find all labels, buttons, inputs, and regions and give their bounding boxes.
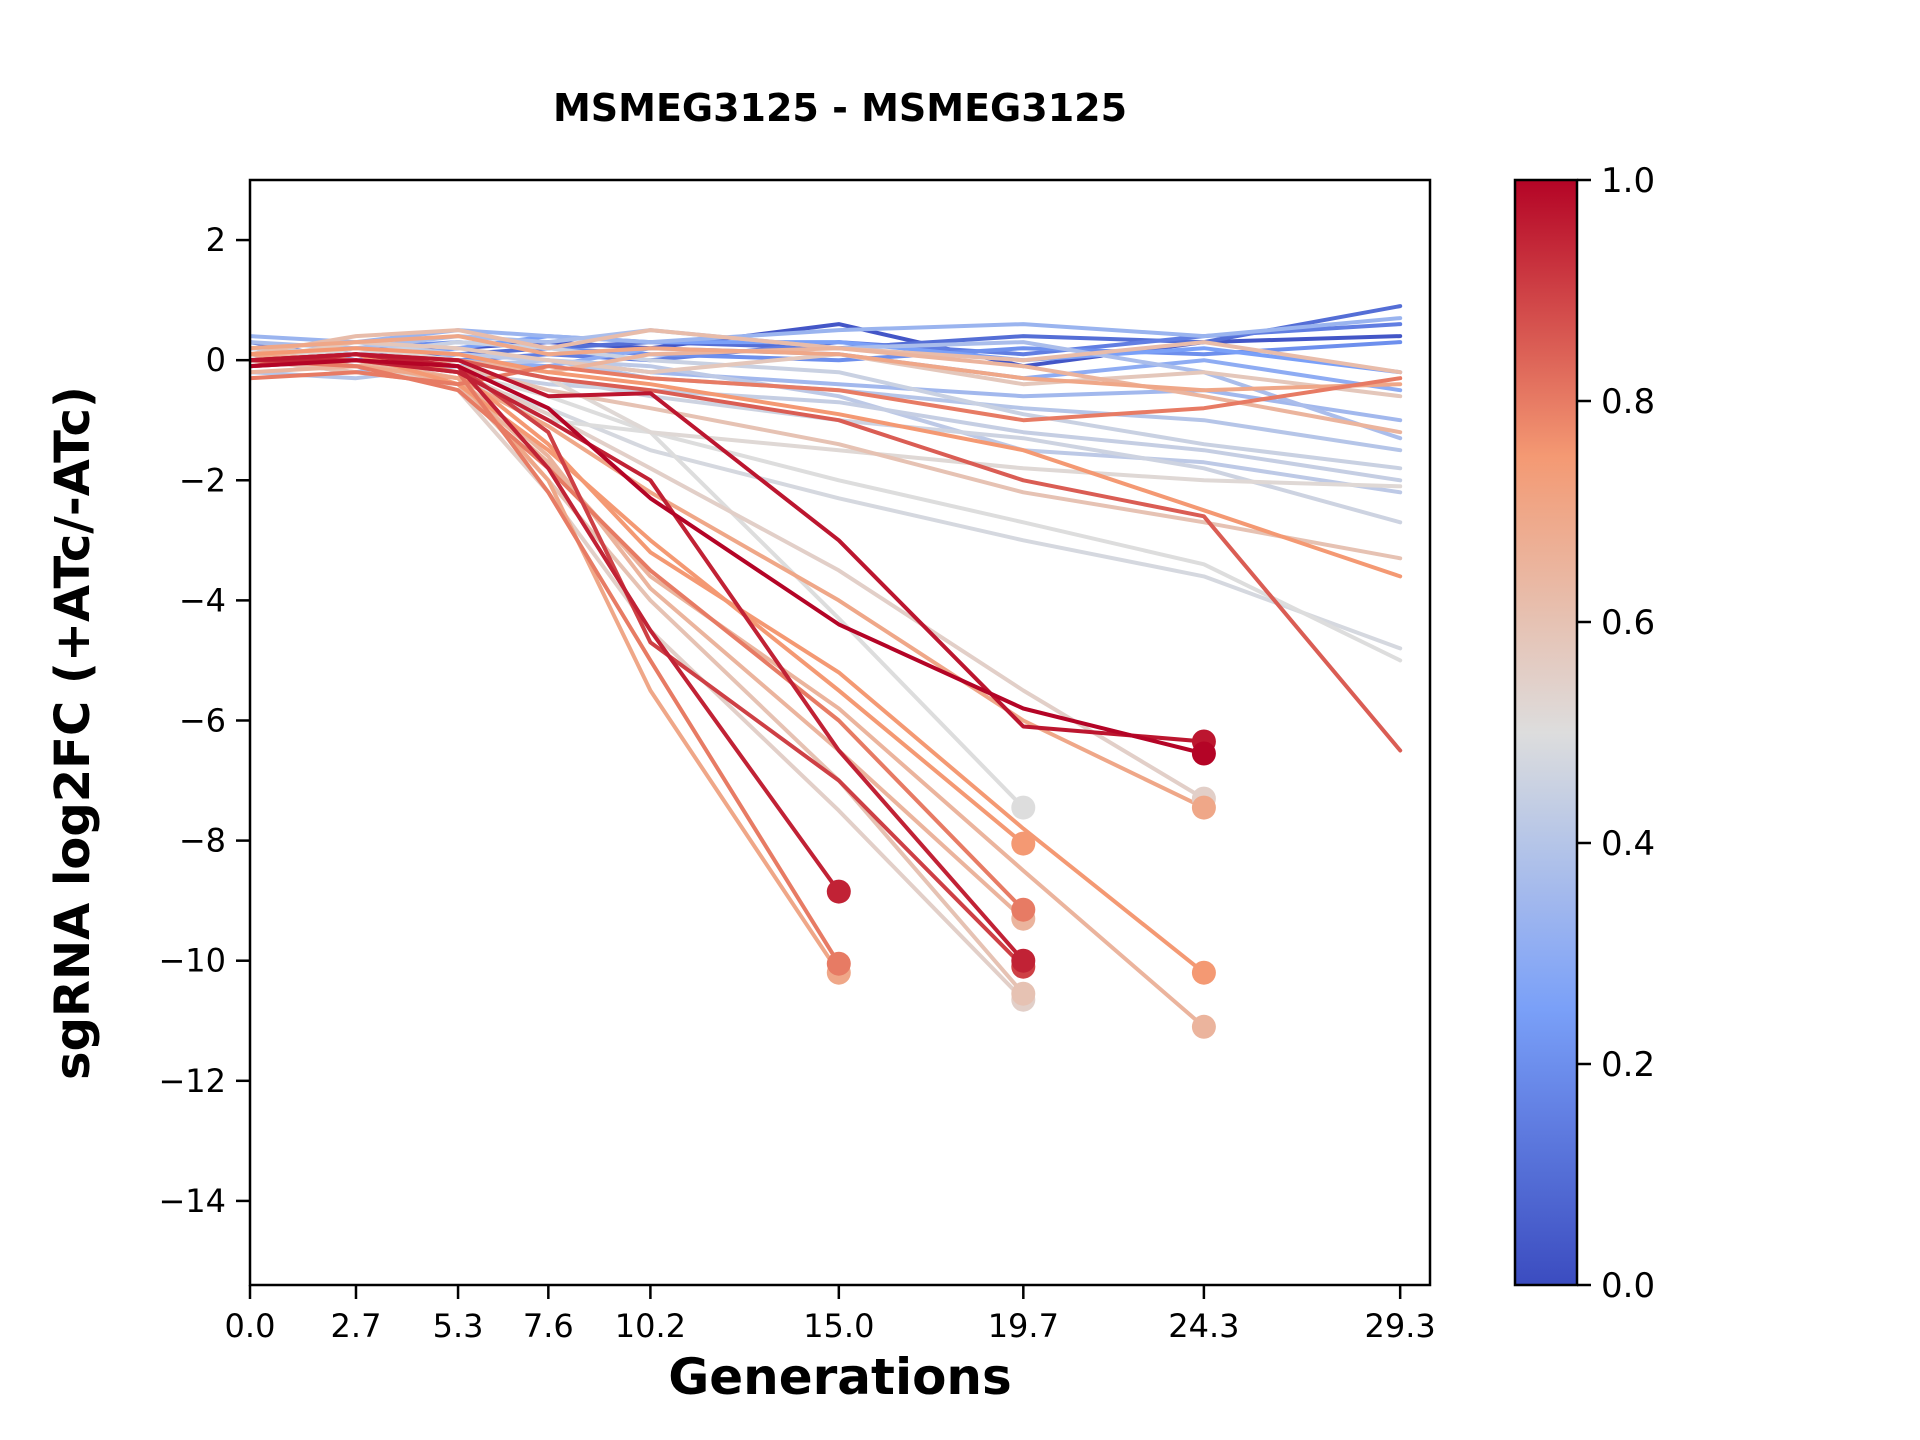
line-series: [250, 364, 1403, 423]
chart-title: MSMEG3125 - MSMEG3125: [552, 86, 1128, 130]
data-point-marker: [1011, 948, 1036, 973]
colorbar-gradient: [1515, 180, 1577, 1285]
y-tick-label: −4: [179, 581, 226, 619]
colorbar-tick-label: 0.2: [1601, 1045, 1655, 1085]
data-point-marker: [1011, 831, 1036, 856]
y-tick-label: −10: [158, 942, 226, 980]
line-series: [250, 352, 1026, 810]
y-tick-label: −12: [158, 1062, 226, 1100]
y-tick-label: −6: [179, 701, 226, 739]
data-point-marker: [1011, 981, 1036, 1006]
line-series: [250, 358, 1206, 1029]
line-series: [250, 358, 1206, 756]
colorbar-tick-label: 0.6: [1601, 603, 1655, 643]
line-series: [250, 352, 1026, 1002]
y-tick-label: −2: [179, 461, 226, 499]
line-series: [250, 358, 1206, 801]
data-point-marker: [826, 879, 851, 904]
x-axis-label: Generations: [668, 1348, 1012, 1406]
y-axis-ticks: 2 0 −2 −4 −6 −8 −10 −12 −14: [158, 221, 250, 1220]
x-axis-ticks: 0.0 2.7 5.3 7.6 10.2 15.0 19.7 24.3 29.3: [225, 1285, 1436, 1345]
line-series: [250, 334, 1403, 393]
x-tick-label: 29.3: [1365, 1307, 1436, 1345]
colorbar-tick-label: 0.8: [1601, 382, 1655, 422]
colorbar-tick-label: 0.0: [1601, 1266, 1655, 1306]
x-tick-label: 10.2: [615, 1307, 686, 1345]
x-tick-label: 24.3: [1168, 1307, 1239, 1345]
x-tick-label: 7.6: [523, 1307, 574, 1345]
x-tick-label: 0.0: [225, 1307, 276, 1345]
data-point-marker: [1011, 795, 1036, 820]
line-series: [250, 352, 1206, 975]
line-series: [250, 328, 1403, 375]
x-tick-label: 15.0: [803, 1307, 874, 1345]
colorbar-frame: [1513, 178, 1579, 1287]
line-series: [250, 340, 1403, 399]
y-tick-label: 0: [206, 341, 226, 379]
x-tick-label: 5.3: [433, 1307, 484, 1345]
y-tick-label: 2: [206, 221, 226, 259]
x-tick-label: 19.7: [988, 1307, 1059, 1345]
line-series: [250, 346, 1403, 579]
colorbar-tick-label: 1.0: [1601, 161, 1655, 201]
colorbar: 0.0 0.2 0.4 0.6 0.8 1.0: [1513, 161, 1655, 1306]
data-point-marker: [1191, 960, 1216, 985]
data-point-marker: [1011, 897, 1036, 922]
x-tick-label: 2.7: [331, 1307, 382, 1345]
data-point-marker: [1191, 795, 1216, 820]
y-tick-label: −14: [158, 1182, 226, 1220]
plot-lines: [250, 304, 1403, 1039]
colorbar-tick-label: 0.4: [1601, 824, 1655, 864]
data-point-marker: [1191, 741, 1216, 766]
y-tick-label: −8: [179, 822, 226, 860]
data-point-marker: [1191, 1014, 1216, 1039]
data-point-marker: [826, 951, 851, 976]
